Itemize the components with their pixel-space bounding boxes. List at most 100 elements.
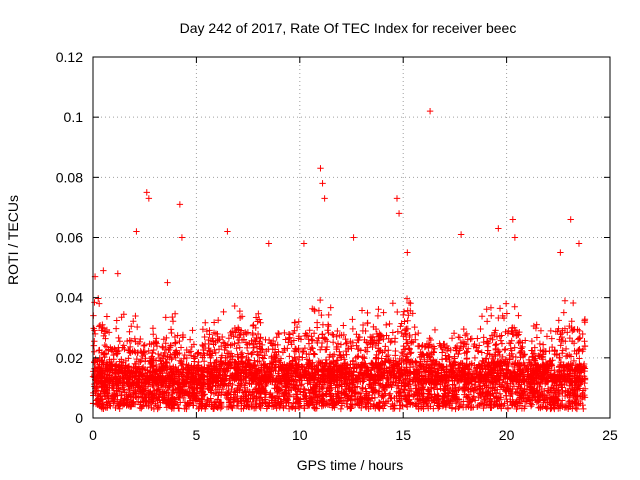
- data-point: [306, 327, 313, 334]
- data-point: [118, 362, 125, 370]
- data-point: [471, 354, 479, 362]
- data-point: [112, 325, 120, 332]
- data-point: [301, 386, 308, 393]
- data-point: [558, 349, 566, 357]
- data-point: [115, 334, 122, 342]
- data-point: [159, 344, 167, 351]
- data-point: [501, 346, 508, 354]
- data-point: [140, 342, 147, 350]
- data-point: [509, 353, 517, 361]
- data-point: [511, 303, 518, 310]
- data-point: [211, 346, 218, 354]
- data-point: [543, 333, 551, 340]
- data-point: [136, 404, 144, 412]
- data-point: [220, 308, 227, 316]
- data-point: [349, 325, 357, 333]
- data-point: [113, 317, 120, 324]
- data-point: [254, 318, 261, 325]
- data-point: [576, 355, 583, 362]
- data-point: [116, 338, 124, 345]
- data-point: [533, 321, 540, 328]
- data-point: [354, 353, 361, 360]
- data-point: [389, 299, 397, 307]
- data-points: [89, 107, 589, 413]
- data-point: [502, 345, 509, 353]
- data-point: [286, 353, 293, 360]
- data-point: [257, 319, 264, 327]
- data-point: [154, 402, 162, 410]
- data-point: [480, 404, 487, 412]
- data-point: [405, 356, 412, 363]
- data-point: [463, 349, 470, 356]
- data-point: [119, 383, 126, 391]
- data-point: [186, 336, 194, 343]
- data-point: [134, 349, 142, 356]
- data-point: [463, 355, 471, 362]
- data-point: [159, 343, 166, 350]
- data-point: [232, 329, 239, 336]
- data-point: [132, 312, 139, 320]
- data-point: [243, 344, 251, 352]
- data-point: [448, 335, 456, 342]
- data-point: [437, 342, 444, 349]
- data-point: [562, 345, 570, 353]
- data-point: [556, 354, 563, 361]
- data-point: [199, 326, 207, 333]
- data-point: [537, 327, 545, 334]
- data-point: [171, 333, 179, 341]
- data-point: [125, 355, 132, 362]
- data-point: [493, 340, 500, 348]
- data-point: [380, 309, 387, 316]
- data-point: [411, 323, 418, 331]
- data-point: [484, 343, 491, 350]
- data-point: [401, 318, 408, 325]
- data-point: [173, 379, 181, 387]
- data-point: [310, 350, 317, 357]
- data-point: [488, 312, 495, 319]
- data-point: [201, 333, 208, 341]
- data-point: [149, 325, 157, 332]
- data-point: [415, 342, 422, 350]
- data-point: [508, 337, 515, 344]
- data-point: [370, 323, 377, 331]
- data-point: [252, 314, 260, 321]
- data-point: [466, 398, 473, 406]
- data-point: [457, 342, 465, 350]
- data-point: [396, 388, 404, 395]
- data-point: [481, 401, 488, 408]
- data-point: [334, 327, 341, 335]
- data-point: [460, 325, 467, 333]
- data-point: [244, 329, 252, 336]
- data-point: [135, 363, 143, 370]
- data-point: [152, 390, 160, 397]
- data-point: [386, 390, 394, 397]
- data-point: [528, 337, 536, 345]
- data-point: [524, 392, 531, 399]
- data-point: [404, 317, 411, 324]
- data-point: [475, 394, 482, 401]
- data-point: [464, 345, 472, 352]
- data-point: [581, 342, 589, 350]
- data-point: [568, 318, 575, 325]
- data-point: [361, 355, 368, 362]
- data-point: [394, 328, 402, 335]
- data-point: [325, 329, 332, 337]
- data-point: [295, 318, 302, 325]
- data-point: [103, 313, 111, 320]
- data-point: [434, 386, 441, 393]
- data-point: [337, 405, 345, 413]
- data-point: [150, 346, 157, 354]
- data-point: [400, 311, 407, 319]
- data-point: [468, 335, 476, 342]
- data-point: [405, 344, 412, 352]
- data-point: [142, 398, 149, 406]
- data-point: [512, 327, 519, 334]
- data-point: [90, 342, 98, 349]
- data-point: [554, 387, 562, 394]
- data-point: [273, 334, 280, 341]
- data-point: [485, 339, 492, 347]
- data-point: [392, 347, 399, 355]
- data-point: [178, 362, 185, 369]
- data-point: [355, 336, 362, 344]
